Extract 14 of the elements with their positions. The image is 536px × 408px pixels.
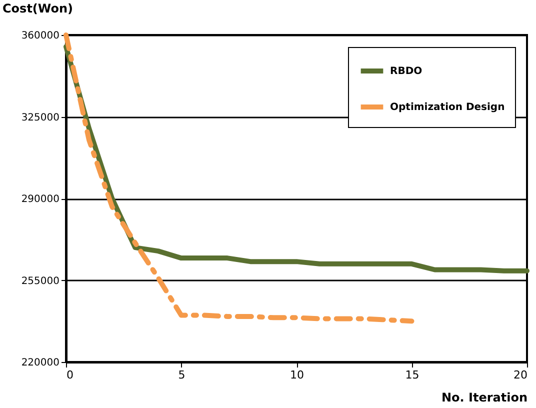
x-axis-title: No. Iteration — [441, 390, 528, 404]
x-tick-label: 15 — [405, 368, 420, 382]
y-tick-label: 360000 — [21, 30, 60, 42]
y-tick-label: 220000 — [21, 358, 60, 368]
y-tick-label: 255000 — [21, 276, 60, 287]
x-tick-label: 10 — [290, 368, 304, 382]
x-tick-label: 0 — [66, 368, 74, 382]
y-axis-title: Cost(Won) — [2, 2, 73, 16]
legend-label: Optimization Design — [390, 102, 505, 113]
x-tick-label: 20 — [514, 368, 528, 382]
y-tick-label: 290000 — [21, 194, 60, 205]
x-tick-label: 5 — [178, 368, 186, 382]
y-tick-label: 325000 — [21, 112, 60, 124]
legend-label: RBDO — [390, 66, 422, 77]
